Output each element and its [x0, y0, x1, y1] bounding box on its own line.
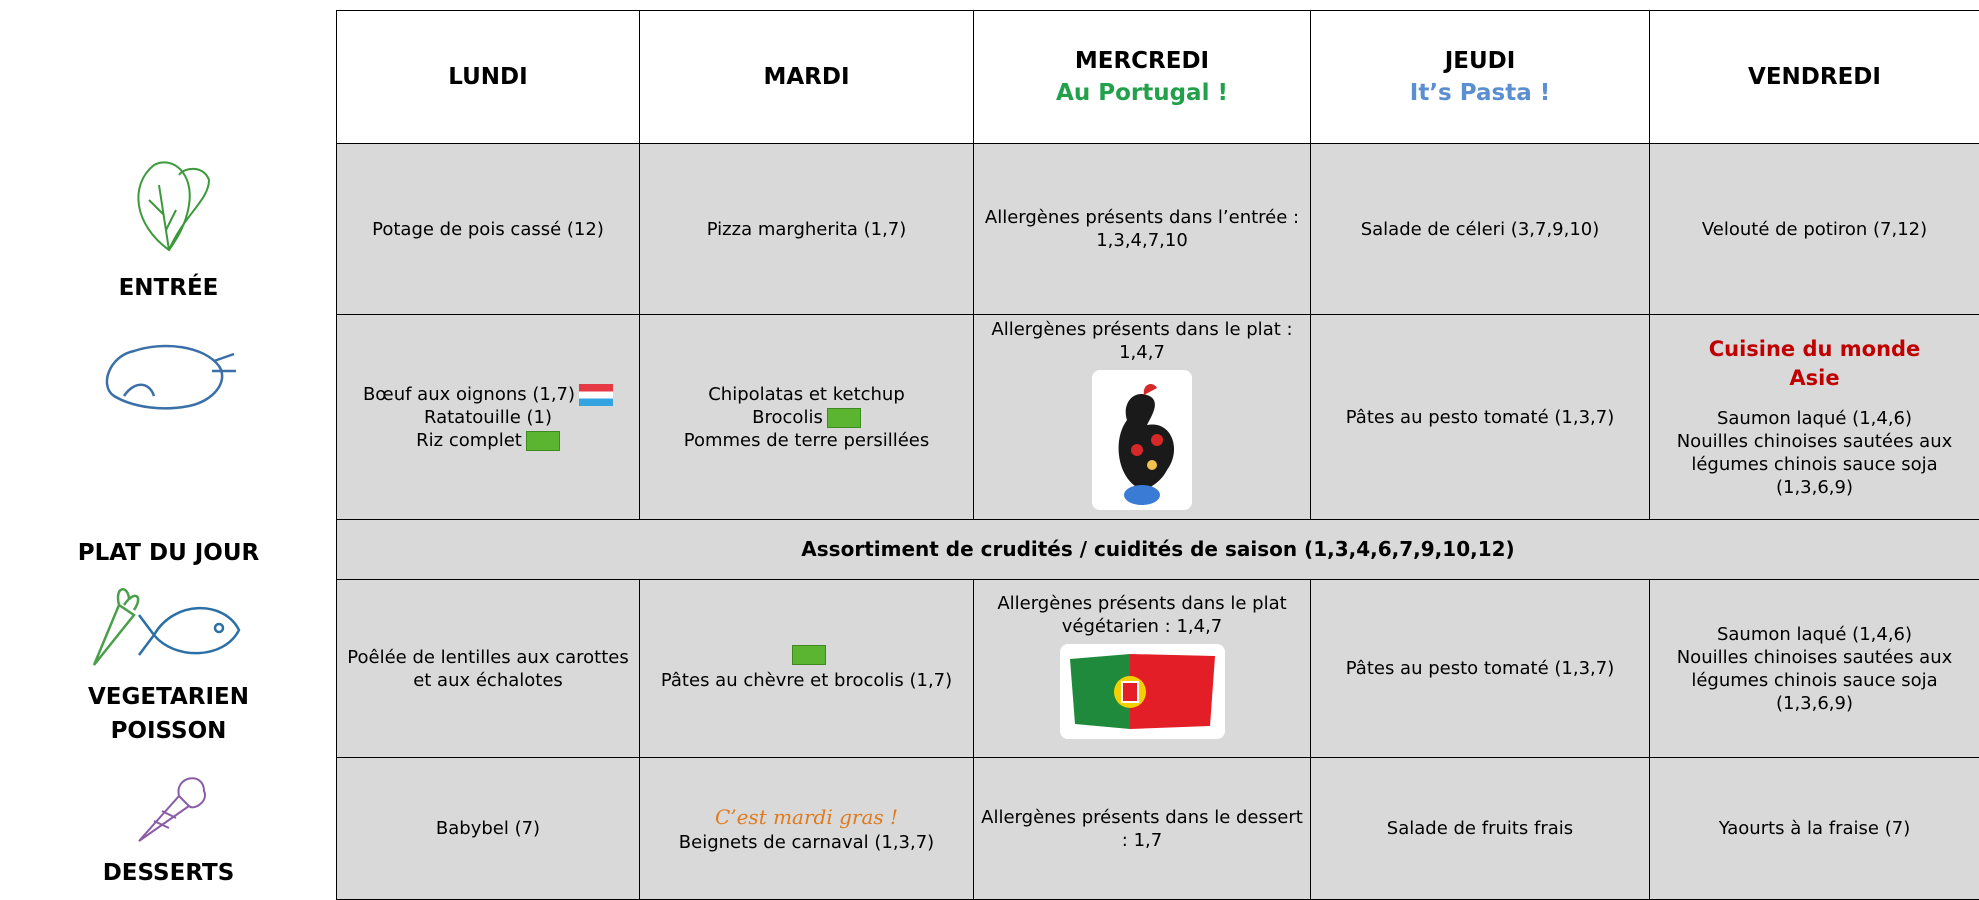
menu-cell: Pâtes au pesto tomaté (1,3,7) — [1310, 314, 1650, 520]
dish-text: Nouilles chinoises sautées aux légumes c… — [1676, 431, 1953, 498]
day-header: MARDI — [639, 10, 974, 144]
illustration — [1092, 370, 1192, 516]
day-header: JEUDI It’s Pasta ! — [1310, 10, 1650, 144]
dish-text: Salade de céleri (3,7,9,10) — [1360, 218, 1600, 240]
row-label: DESSERTS — [0, 757, 337, 900]
dish-text: Velouté de potiron (7,12) — [1701, 218, 1928, 240]
day-subtitle: Au Portugal ! — [1056, 80, 1228, 106]
menu-cell: C’est mardi gras ! Beignets de carnaval (… — [639, 757, 974, 900]
dish-text: Pommes de terre persillées — [683, 429, 930, 451]
menu-cell: Pâtes au chèvre et brocolis (1,7) — [639, 579, 974, 758]
bio-logo — [826, 407, 861, 428]
dish-text: Saumon laqué (1,4,6) — [1716, 408, 1913, 429]
highlight-text: Cuisine du monde — [1708, 337, 1921, 361]
row-icon — [74, 580, 264, 680]
day-name: VENDREDI — [1748, 64, 1881, 90]
bio-logo — [525, 430, 560, 451]
row-label-text: DESSERTS — [102, 860, 235, 886]
day-subtitle: It’s Pasta ! — [1409, 80, 1551, 106]
day-header: VENDREDI — [1649, 10, 1979, 144]
day-header: LUNDI — [336, 10, 640, 144]
menu-cell: Pâtes au pesto tomaté (1,3,7) — [1310, 579, 1650, 758]
dish-text: Salade de fruits frais — [1386, 818, 1574, 839]
crudites-row: Assortiment de crudités / cuidités de sa… — [336, 519, 1979, 580]
dish-text: Poêlée de lentilles aux carottes et aux … — [347, 646, 629, 691]
dish-text: Allergènes présents dans le dessert : 1,… — [981, 806, 1303, 851]
crudites-text: Assortiment de crudités / cuidités de sa… — [801, 537, 1515, 561]
illustration — [1059, 644, 1225, 745]
highlight-text: Asie — [1789, 366, 1840, 390]
row-label: PLAT DU JOUR — [0, 314, 337, 580]
day-name: MERCREDI — [1074, 48, 1210, 74]
day-name: MARDI — [763, 64, 850, 90]
bio-logo — [791, 645, 826, 665]
row-label-text: POISSON — [110, 718, 227, 744]
row-label-text: PLAT DU JOUR — [77, 540, 260, 566]
flag-lux — [579, 383, 614, 406]
row-label: ENTRÉE — [0, 143, 337, 315]
dish-text: Babybel (7) — [435, 818, 541, 839]
row-icon — [124, 766, 214, 856]
row-label: VEGETARIEN POISSON — [0, 579, 337, 758]
dish-text: Potage de pois cassé (12) — [372, 218, 604, 240]
day-name: LUNDI — [448, 64, 528, 90]
menu-cell: Yaourts à la fraise (7) — [1649, 757, 1979, 900]
menu-cell: Allergènes présents dans le plat végétar… — [973, 579, 1311, 758]
menu-cell: Potage de pois cassé (12) — [336, 143, 640, 315]
menu-cell: Salade de fruits frais — [1310, 757, 1650, 900]
row-label-text: ENTRÉE — [118, 275, 219, 301]
day-name: JEUDI — [1444, 48, 1516, 74]
menu-cell: Salade de céleri (3,7,9,10) — [1310, 143, 1650, 315]
dish-text: Nouilles chinoises sautées aux légumes c… — [1676, 646, 1953, 714]
menu-cell: Cuisine du monde Asie Saumon laqué (1,4,6)… — [1649, 314, 1979, 520]
dish-text: Allergènes présents dans l’entrée : 1,3,… — [984, 207, 1300, 251]
dish-text: Chipolatas et ketchup — [708, 383, 905, 405]
menu-cell: Bœuf aux oignons (1,7) Ratatouille (1) Riz… — [336, 314, 640, 520]
menu-cell: Saumon laqué (1,4,6) Nouilles chinoises s… — [1649, 579, 1979, 758]
dish-text: Allergènes présents dans le plat : 1,4,7 — [991, 319, 1293, 363]
dish-text: Bœuf aux oignons (1,7) — [363, 383, 614, 406]
dish-text: Allergènes présents dans le plat végétar… — [997, 593, 1287, 637]
row-label-text: VEGETARIEN — [87, 684, 250, 710]
menu-cell: Velouté de potiron (7,12) — [1649, 143, 1979, 315]
dish-text: Pâtes au pesto tomaté (1,3,7) — [1345, 406, 1615, 428]
dish-text: Pizza margherita (1,7) — [706, 218, 907, 240]
menu-cell: Allergènes présents dans le dessert : 1,… — [973, 757, 1311, 900]
dish-text: Ratatouille (1) — [423, 406, 552, 428]
day-header: MERCREDI Au Portugal ! — [973, 10, 1311, 144]
note-text: C’est mardi gras ! — [714, 805, 899, 829]
dish-text: Beignets de carnaval (1,3,7) — [678, 832, 935, 853]
menu-cell: Babybel (7) — [336, 757, 640, 900]
dish-text: Pâtes au chèvre et brocolis (1,7) — [660, 670, 953, 691]
row-icon — [114, 155, 224, 265]
dish-text: Riz complet — [416, 429, 560, 452]
menu-cell: Pizza margherita (1,7) — [639, 143, 974, 315]
menu-cell: Chipolatas et ketchup Brocolis Pommes de t… — [639, 314, 974, 520]
dish-text: Yaourts à la fraise (7) — [1718, 818, 1911, 839]
dish-text: Saumon laqué (1,4,6) — [1716, 623, 1913, 645]
menu-cell: Poêlée de lentilles aux carottes et aux … — [336, 579, 640, 758]
dish-text: Brocolis — [752, 406, 861, 429]
menu-cell: Allergènes présents dans l’entrée : 1,3,… — [973, 143, 1311, 315]
dish-text: Pâtes au pesto tomaté (1,3,7) — [1345, 658, 1615, 679]
row-icon — [94, 326, 244, 426]
menu-cell: Allergènes présents dans le plat : 1,4,7 — [973, 314, 1311, 520]
